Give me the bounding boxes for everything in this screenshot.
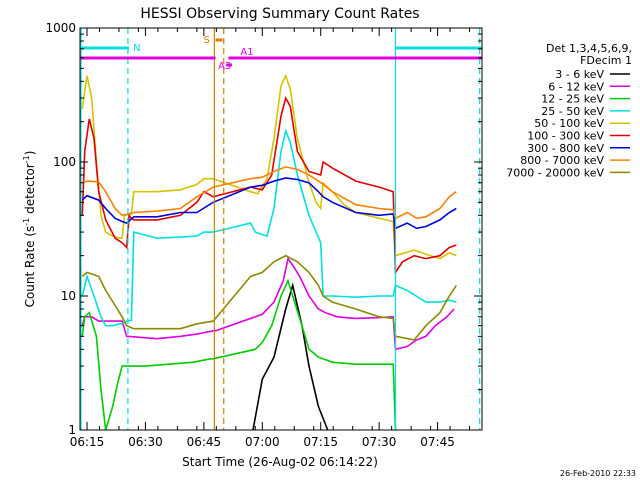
legend-label-5: 100 - 300 keV [527,130,604,143]
series-line-7 [82,166,457,220]
legend-label-3: 25 - 50 keV [541,105,604,118]
plot-area: N S A1 A3 [79,27,483,431]
y-tick-label: 1 [68,423,76,437]
series-line-3 [81,128,457,327]
x-axis: 06:15 06:30 06:45 07:00 07:15 07:30 07:45 [70,28,471,449]
x-tick-label: 07:00 [245,435,280,449]
y-axis: 1 10 100 1000 [45,21,482,437]
plot-frame [79,27,483,431]
y-tick-label: 1000 [45,21,76,35]
y-tick-label: 10 [61,289,76,303]
series-line-2 [81,278,397,431]
x-tick-label: 06:15 [70,435,105,449]
chart-title: HESSI Observing Summary Count Rates [140,6,419,22]
date-stamp: 26-Feb-2010 22:33 [560,469,636,478]
legend-label-8: 7000 - 20000 keV [506,166,604,179]
legend-label-2: 12 - 25 keV [541,93,604,106]
overlay-layer: N S A1 A3 [80,28,482,430]
x-tick-label: 07:30 [362,435,397,449]
x-tick-label: 07:45 [420,435,455,449]
saa-label: S [204,35,210,46]
series-layer [81,73,457,431]
series-line-4 [81,73,457,260]
legend-label-1: 6 - 12 keV [548,80,604,93]
x-tick-label: 06:30 [128,435,163,449]
series-line-5 [81,95,457,275]
y-axis-label: Count Rate (s-1 detector-1) [22,151,37,308]
series-line-0 [252,282,329,431]
x-axis-label: Start Time (26-Aug-02 06:14:22) [182,455,378,469]
series-line-8 [81,254,457,341]
legend-label-7: 800 - 7000 keV [520,154,604,167]
series-line-1 [81,256,455,351]
attenuator-a3-label: A3 [218,61,231,72]
attenuator-a1-label: A1 [240,47,253,58]
x-tick-label: 07:15 [303,435,338,449]
series-line-6 [81,177,457,230]
legend-label-6: 300 - 800 keV [527,142,604,155]
x-tick-label: 06:45 [187,435,222,449]
night-label: N [133,43,140,54]
legend-label-4: 50 - 100 keV [534,117,604,130]
legend-header-line: FDecim 1 [580,54,632,67]
y-tick-label: 100 [53,155,76,169]
legend-label-0: 3 - 6 keV [555,68,604,81]
legend-header-line: Det 1,3,4,5,6,9, [546,42,632,55]
